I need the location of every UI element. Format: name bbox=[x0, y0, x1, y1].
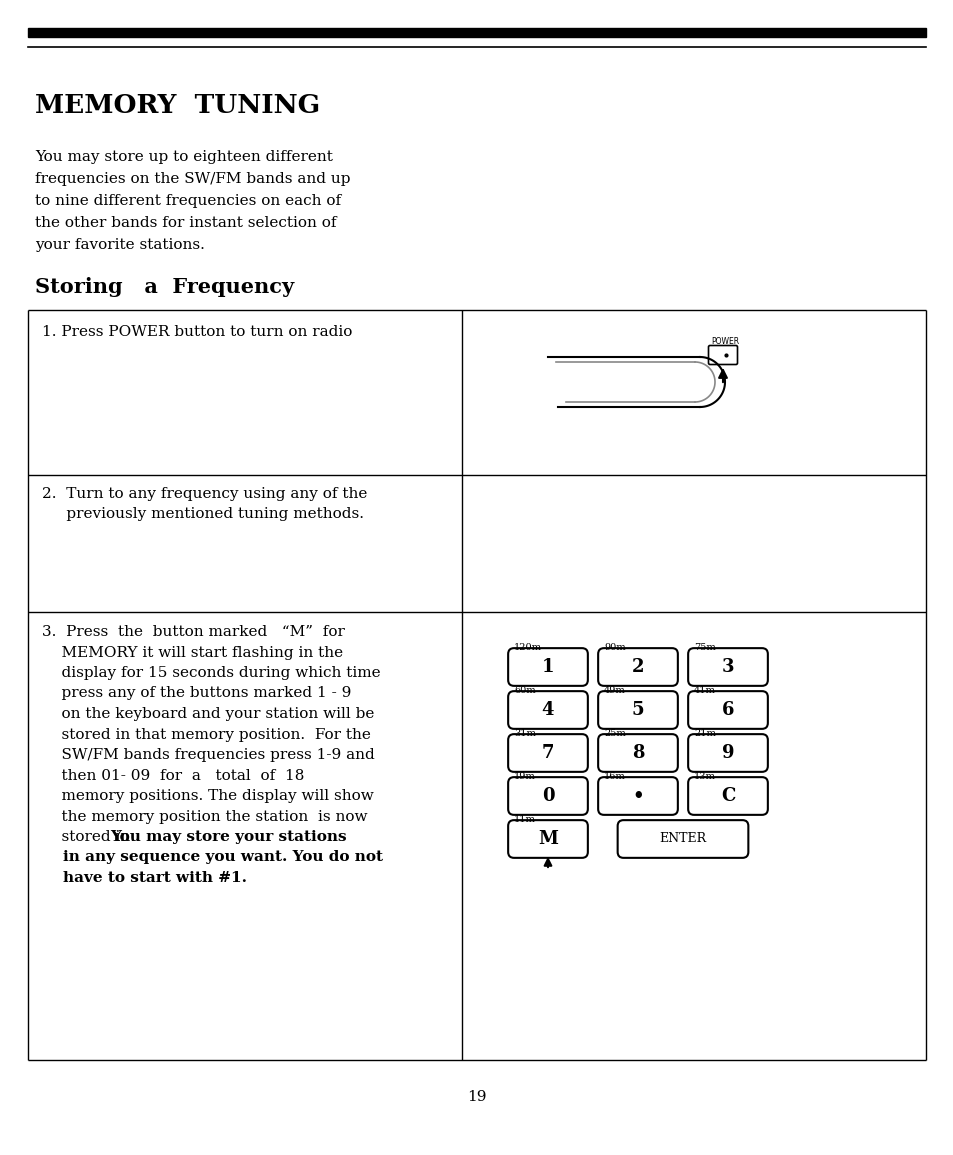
Text: 49m: 49m bbox=[603, 686, 625, 695]
FancyBboxPatch shape bbox=[508, 648, 587, 686]
Text: C: C bbox=[720, 787, 735, 805]
Text: MEMORY  TUNING: MEMORY TUNING bbox=[35, 94, 320, 118]
FancyBboxPatch shape bbox=[617, 820, 747, 858]
Text: 0: 0 bbox=[541, 787, 554, 805]
Text: 8: 8 bbox=[631, 744, 643, 762]
Text: SW/FM bands frequencies press 1-9 and: SW/FM bands frequencies press 1-9 and bbox=[42, 748, 375, 762]
Text: You may store your stations: You may store your stations bbox=[110, 830, 346, 844]
Text: in any sequence you want. You do not: in any sequence you want. You do not bbox=[42, 850, 382, 864]
Text: have to start with #1.: have to start with #1. bbox=[42, 871, 247, 885]
Text: 6: 6 bbox=[721, 701, 734, 720]
Text: You may store up to eighteen different: You may store up to eighteen different bbox=[35, 150, 333, 164]
Text: then 01- 09  for  a   total  of  18: then 01- 09 for a total of 18 bbox=[42, 768, 304, 782]
Text: stored in that memory position.  For the: stored in that memory position. For the bbox=[42, 728, 371, 742]
Text: 1: 1 bbox=[541, 658, 554, 676]
Text: 90m: 90m bbox=[603, 643, 625, 653]
Text: 3.  Press  the  button marked   “M”  for: 3. Press the button marked “M” for bbox=[42, 625, 345, 639]
Text: frequencies on the SW/FM bands and up: frequencies on the SW/FM bands and up bbox=[35, 172, 350, 186]
Text: 13m: 13m bbox=[693, 772, 715, 781]
Text: 120m: 120m bbox=[514, 643, 541, 653]
Text: 75m: 75m bbox=[693, 643, 715, 653]
Text: 31m: 31m bbox=[514, 729, 536, 738]
Text: 2.  Turn to any frequency using any of the: 2. Turn to any frequency using any of th… bbox=[42, 487, 367, 501]
Text: previously mentioned tuning methods.: previously mentioned tuning methods. bbox=[42, 507, 364, 521]
Text: 4: 4 bbox=[541, 701, 554, 720]
FancyBboxPatch shape bbox=[508, 735, 587, 772]
FancyBboxPatch shape bbox=[598, 648, 678, 686]
Text: 41m: 41m bbox=[693, 686, 715, 695]
Text: your favorite stations.: your favorite stations. bbox=[35, 238, 205, 252]
Text: 5: 5 bbox=[631, 701, 643, 720]
Text: 19: 19 bbox=[467, 1090, 486, 1104]
FancyBboxPatch shape bbox=[508, 820, 587, 858]
Text: Storing   a  Frequency: Storing a Frequency bbox=[35, 277, 294, 297]
Text: 25m: 25m bbox=[603, 729, 625, 738]
Text: 2: 2 bbox=[631, 658, 643, 676]
FancyBboxPatch shape bbox=[687, 691, 767, 729]
Text: 16m: 16m bbox=[603, 772, 625, 781]
FancyBboxPatch shape bbox=[687, 735, 767, 772]
Text: •: • bbox=[632, 787, 643, 805]
FancyBboxPatch shape bbox=[687, 648, 767, 686]
Text: press any of the buttons marked 1 - 9: press any of the buttons marked 1 - 9 bbox=[42, 686, 351, 700]
FancyBboxPatch shape bbox=[687, 777, 767, 814]
FancyBboxPatch shape bbox=[508, 777, 587, 814]
Text: memory positions. The display will show: memory positions. The display will show bbox=[42, 789, 374, 803]
Text: the other bands for instant selection of: the other bands for instant selection of bbox=[35, 216, 336, 230]
FancyBboxPatch shape bbox=[598, 777, 678, 814]
FancyBboxPatch shape bbox=[598, 735, 678, 772]
Text: 11m: 11m bbox=[514, 815, 536, 824]
Text: MEMORY it will start flashing in the: MEMORY it will start flashing in the bbox=[42, 646, 343, 660]
Text: to nine different frequencies on each of: to nine different frequencies on each of bbox=[35, 194, 341, 208]
Text: 3: 3 bbox=[721, 658, 734, 676]
Text: POWER: POWER bbox=[710, 337, 739, 346]
Text: display for 15 seconds during which time: display for 15 seconds during which time bbox=[42, 666, 380, 680]
Text: the memory position the station  is now: the memory position the station is now bbox=[42, 810, 367, 824]
Text: M: M bbox=[537, 830, 558, 848]
Text: ENTER: ENTER bbox=[659, 833, 706, 845]
Text: 19m: 19m bbox=[514, 772, 536, 781]
Text: 1. Press POWER button to turn on radio: 1. Press POWER button to turn on radio bbox=[42, 325, 352, 340]
FancyBboxPatch shape bbox=[508, 691, 587, 729]
Text: stored in.: stored in. bbox=[42, 830, 140, 844]
FancyBboxPatch shape bbox=[598, 691, 678, 729]
Bar bbox=[28, 28, 925, 37]
Text: 21m: 21m bbox=[693, 729, 715, 738]
Text: 9: 9 bbox=[721, 744, 734, 762]
Text: 60m: 60m bbox=[514, 686, 535, 695]
Text: on the keyboard and your station will be: on the keyboard and your station will be bbox=[42, 707, 374, 721]
FancyBboxPatch shape bbox=[708, 345, 737, 365]
Text: 7: 7 bbox=[541, 744, 554, 762]
